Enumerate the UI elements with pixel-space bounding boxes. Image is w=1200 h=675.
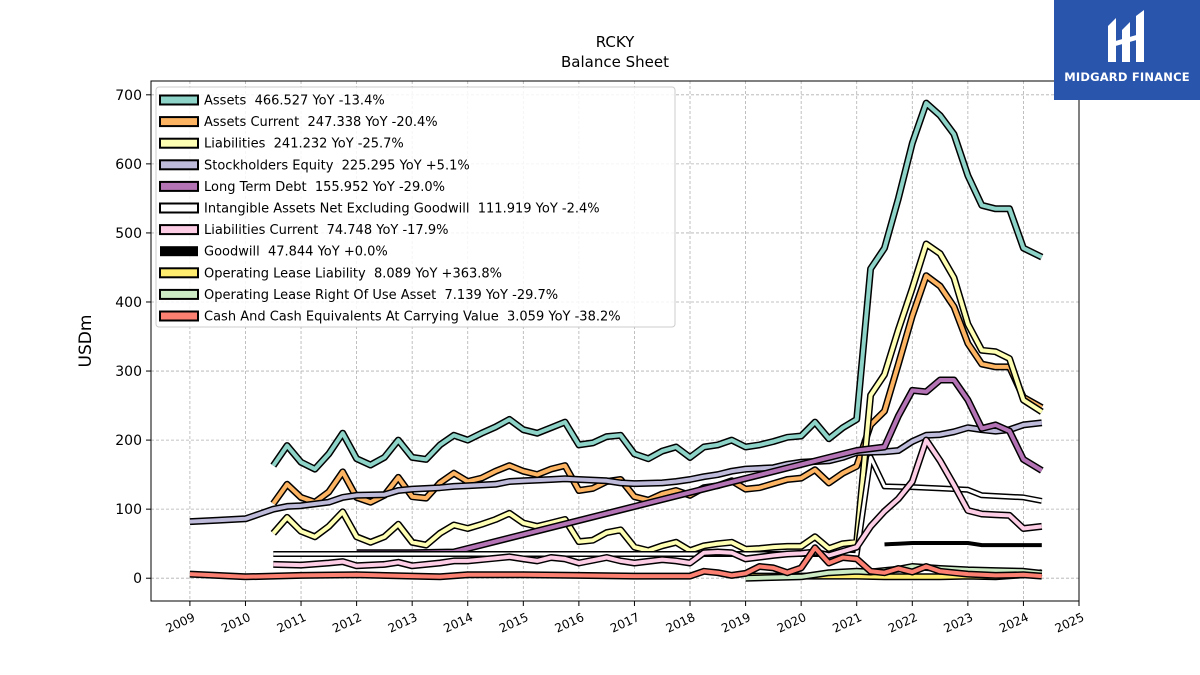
legend-entry: Liabilities 241.232 YoY -25.7% bbox=[159, 137, 404, 152]
legend-swatch bbox=[159, 116, 199, 128]
y-tick-label: 300 bbox=[115, 364, 142, 380]
series-line bbox=[271, 242, 1043, 553]
x-tick-label: 2024 bbox=[997, 610, 1031, 636]
chart-subtitle: Balance Sheet bbox=[561, 53, 669, 71]
y-tick-label: 200 bbox=[115, 433, 142, 449]
legend-swatch bbox=[159, 310, 199, 322]
x-axis-ticks: 2009 2010 2011 2012 2013 2014 2015 2016 2017 2018… bbox=[164, 601, 1087, 636]
legend-entry: Liabilities Current 74.748 YoY -17.9% bbox=[159, 223, 448, 238]
legend-label: Intangible Assets Net Excluding Goodwill… bbox=[204, 202, 600, 217]
y-tick-label: 0 bbox=[133, 571, 142, 587]
series-4 bbox=[356, 376, 1044, 557]
legend-entry: Operating Lease Liability 8.089 YoY +363… bbox=[159, 266, 502, 281]
legend-entry: Stockholders Equity 225.295 YoY +5.1% bbox=[159, 158, 470, 173]
legend-entry: Goodwill 47.844 YoY +0.0% bbox=[160, 245, 388, 260]
series-line bbox=[271, 101, 1043, 472]
series-line bbox=[271, 273, 1043, 505]
legend-label: Long Term Debt 155.952 YoY -29.0% bbox=[204, 180, 445, 195]
legend-entry: Intangible Assets Net Excluding Goodwill… bbox=[159, 202, 600, 217]
series-7 bbox=[884, 541, 1042, 548]
series-line bbox=[273, 455, 1043, 557]
legend-swatch bbox=[159, 180, 199, 192]
legend-entry: Assets 466.527 YoY -13.4% bbox=[159, 94, 385, 109]
x-tick-label: 2019 bbox=[719, 610, 753, 636]
series-5 bbox=[273, 454, 1043, 558]
series-outline bbox=[273, 454, 1043, 558]
legend-entry: Cash And Cash Equivalents At Carrying Va… bbox=[159, 310, 621, 325]
series-0 bbox=[270, 99, 1044, 473]
x-tick-label: 2015 bbox=[497, 610, 531, 636]
legend-label: Stockholders Equity 225.295 YoY +5.1% bbox=[204, 158, 470, 173]
x-tick-label: 2009 bbox=[164, 610, 198, 636]
chart-title: RCKY bbox=[596, 33, 635, 51]
series-line bbox=[356, 378, 1043, 555]
legend-swatch bbox=[159, 288, 199, 300]
series-line bbox=[189, 420, 1043, 524]
series-2 bbox=[270, 240, 1044, 555]
x-tick-label: 2020 bbox=[775, 610, 809, 636]
y-axis-ticks: 0 100 200 300 400 500 600 700 bbox=[115, 88, 151, 587]
series-layer bbox=[189, 99, 1044, 582]
legend-label: Goodwill 47.844 YoY +0.0% bbox=[204, 245, 388, 260]
legend-label: Liabilities Current 74.748 YoY -17.9% bbox=[204, 223, 448, 238]
series-line bbox=[189, 545, 1042, 579]
y-tick-label: 500 bbox=[115, 226, 142, 242]
series-3 bbox=[189, 419, 1043, 526]
x-tick-label: 2025 bbox=[1053, 610, 1087, 636]
legend-label: Operating Lease Right Of Use Asset 7.139… bbox=[204, 288, 558, 303]
series-10 bbox=[189, 544, 1043, 581]
series-line bbox=[273, 438, 1043, 568]
y-tick-label: 100 bbox=[115, 502, 142, 518]
x-tick-label: 2011 bbox=[275, 610, 309, 636]
brand-mark-icon bbox=[1108, 10, 1144, 62]
y-axis-label: USDm bbox=[76, 315, 96, 368]
legend-swatch bbox=[159, 159, 199, 171]
x-tick-label: 2012 bbox=[330, 610, 364, 636]
x-tick-label: 2023 bbox=[942, 610, 976, 636]
legend-swatch bbox=[159, 94, 199, 106]
brand-name: MIDGARD FINANCE bbox=[1064, 70, 1190, 84]
legend-box bbox=[155, 86, 676, 328]
legend-entry: Long Term Debt 155.952 YoY -29.0% bbox=[159, 180, 445, 195]
x-tick-label: 2022 bbox=[886, 610, 920, 636]
x-tick-label: 2021 bbox=[830, 610, 864, 636]
legend-entry: Assets Current 247.338 YoY -20.4% bbox=[159, 115, 438, 130]
y-tick-label: 700 bbox=[115, 88, 142, 104]
legend-label: Operating Lease Liability 8.089 YoY +363… bbox=[204, 266, 502, 281]
series-1 bbox=[270, 272, 1044, 506]
legend-label: Assets 466.527 YoY -13.4% bbox=[204, 94, 385, 109]
legend: Assets 466.527 YoY -13.4% Assets Current … bbox=[155, 86, 676, 328]
x-tick-label: 2014 bbox=[441, 610, 475, 636]
legend-label: Assets Current 247.338 YoY -20.4% bbox=[204, 115, 438, 130]
plot-frame bbox=[150, 80, 1080, 602]
legend-swatch bbox=[159, 137, 199, 149]
x-tick-label: 2010 bbox=[219, 610, 253, 636]
legend-swatch bbox=[160, 246, 198, 257]
legend-swatch bbox=[159, 202, 199, 214]
x-tick-label: 2017 bbox=[608, 610, 642, 636]
series-6 bbox=[273, 436, 1043, 570]
legend-swatch bbox=[159, 224, 199, 236]
legend-label: Cash And Cash Equivalents At Carrying Va… bbox=[204, 310, 621, 325]
series-line bbox=[884, 541, 1042, 548]
legend-entry: Operating Lease Right Of Use Asset 7.139… bbox=[159, 288, 558, 303]
legend-label: Liabilities 241.232 YoY -25.7% bbox=[204, 137, 404, 152]
y-tick-label: 600 bbox=[115, 157, 142, 173]
brand-logo: MIDGARD FINANCE bbox=[1054, 0, 1200, 100]
y-tick-label: 400 bbox=[115, 295, 142, 311]
x-tick-label: 2013 bbox=[386, 610, 420, 636]
legend-swatch bbox=[159, 267, 199, 279]
x-tick-label: 2016 bbox=[553, 610, 587, 636]
x-tick-label: 2018 bbox=[664, 610, 698, 636]
